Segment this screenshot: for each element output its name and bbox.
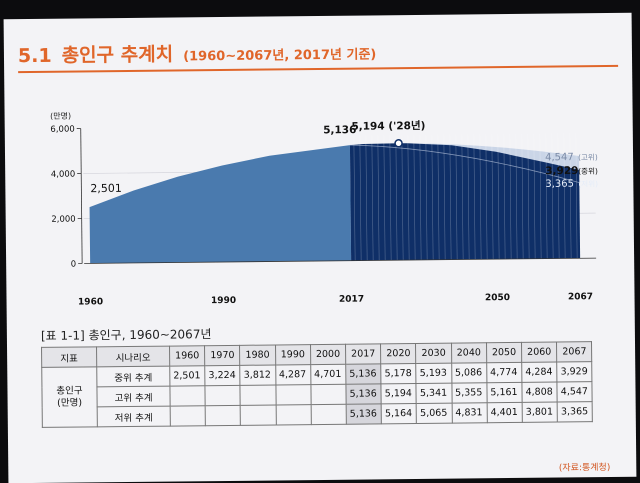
scenario-label: 고위 추계 — [97, 386, 170, 407]
table-cell — [240, 385, 275, 405]
table-cell: 4,284 — [522, 362, 557, 382]
source-note: (자료:통계청) — [559, 460, 611, 474]
header-year: 1960 — [170, 346, 205, 366]
table-cell: 4,831 — [452, 403, 487, 423]
table-cell: 4,774 — [487, 362, 522, 382]
table-cell — [311, 404, 346, 424]
table-cell: 5,193 — [416, 363, 451, 383]
table-cell: 5,164 — [381, 403, 416, 423]
label-high-tag: (고위) — [578, 153, 598, 162]
header-year: 2067 — [557, 342, 592, 362]
x-tick-label: 2067 — [568, 292, 593, 302]
y-axis-line — [81, 128, 82, 263]
scenario-label: 중위 추계 — [97, 366, 170, 387]
table-cell: 3,365 — [557, 402, 592, 422]
table-cell: 4,547 — [557, 382, 592, 402]
population-chart: (만명) 0 2,000 4,000 6,000 1960 1990 2017 2050 20… — [4, 13, 635, 320]
y-tick-label: 6,000 — [50, 125, 74, 135]
header-year: 2017 — [346, 344, 381, 364]
x-axis: 1960 1990 2017 2050 2067 — [78, 258, 597, 307]
header-year: 1970 — [205, 345, 240, 365]
table-cell: 5,065 — [417, 403, 452, 423]
header-year: 2040 — [451, 343, 486, 363]
table-cell — [276, 405, 311, 425]
table-caption: [표 1-1] 총인구, 1960~2067년 — [41, 325, 212, 344]
table-cell — [276, 385, 311, 405]
header-year: 2060 — [522, 342, 557, 362]
x-tick-label: 1960 — [78, 297, 103, 307]
label-start-value: 2,501 — [90, 182, 122, 195]
table-cell — [241, 405, 276, 425]
x-tick-label: 2050 — [485, 293, 510, 303]
table-cell: 5,136 — [346, 364, 381, 384]
y-tick-label: 4,000 — [51, 170, 75, 180]
table-cell — [311, 384, 346, 404]
label-low-value: 3,365 — [545, 179, 574, 190]
header-year: 2030 — [416, 343, 451, 363]
header-scenario: 시나리오 — [97, 346, 170, 367]
table-cell — [170, 406, 205, 426]
slide: 5.1 총인구 추계치 (1960~2067년, 2017년 기준) (만명) … — [4, 13, 637, 483]
table-cell: 3,812 — [240, 365, 275, 385]
label-mid-value: 3,929 — [545, 165, 578, 177]
header-year: 1990 — [275, 345, 310, 365]
header-year: 2000 — [310, 344, 345, 364]
indicator-label: 총인구 (만명) — [42, 367, 98, 428]
table-cell — [170, 386, 205, 406]
table-cell: 5,161 — [487, 382, 522, 402]
scenario-label: 저위 추계 — [97, 406, 170, 427]
header-year: 2020 — [381, 344, 416, 364]
table-cell — [205, 405, 240, 425]
table-cell: 4,287 — [275, 365, 310, 385]
table-cell: 5,194 — [381, 383, 416, 403]
label-low-tag: (저위) — [578, 179, 598, 188]
header-year: 2050 — [486, 342, 521, 362]
y-tick-label: 2,000 — [51, 215, 75, 225]
peak-marker — [395, 140, 402, 147]
table-cell: 4,808 — [522, 382, 557, 402]
chart-areas — [89, 133, 580, 263]
historical-area — [89, 145, 351, 263]
table-cell: 5,136 — [346, 404, 381, 424]
table-cell: 3,224 — [205, 365, 240, 385]
table-cell: 3,801 — [522, 402, 557, 422]
table-cell: 4,401 — [487, 402, 522, 422]
table-cell: 5,136 — [346, 384, 381, 404]
label-peak-value: 5,194 ('28년) — [351, 119, 425, 133]
x-tick-label: 1990 — [211, 296, 236, 306]
label-mid-tag: (중위) — [578, 167, 598, 176]
table-cell: 2,501 — [170, 366, 205, 386]
header-year: 1980 — [240, 345, 275, 365]
table-cell: 5,341 — [416, 383, 451, 403]
header-indicator: 지표 — [42, 347, 97, 368]
table-cell: 5,086 — [451, 363, 486, 383]
table-cell: 3,929 — [557, 362, 592, 382]
table-cell: 5,355 — [452, 383, 487, 403]
table-cell — [205, 385, 240, 405]
table-cell: 4,701 — [311, 364, 346, 384]
y-axis: (만명) 0 2,000 4,000 6,000 — [50, 110, 82, 269]
label-high-value: 4,547 — [545, 152, 574, 163]
table-cell: 5,178 — [381, 363, 416, 383]
y-tick-label: 0 — [71, 260, 77, 270]
y-axis-label: (만명) — [50, 111, 71, 121]
x-tick-label: 2017 — [339, 295, 364, 305]
